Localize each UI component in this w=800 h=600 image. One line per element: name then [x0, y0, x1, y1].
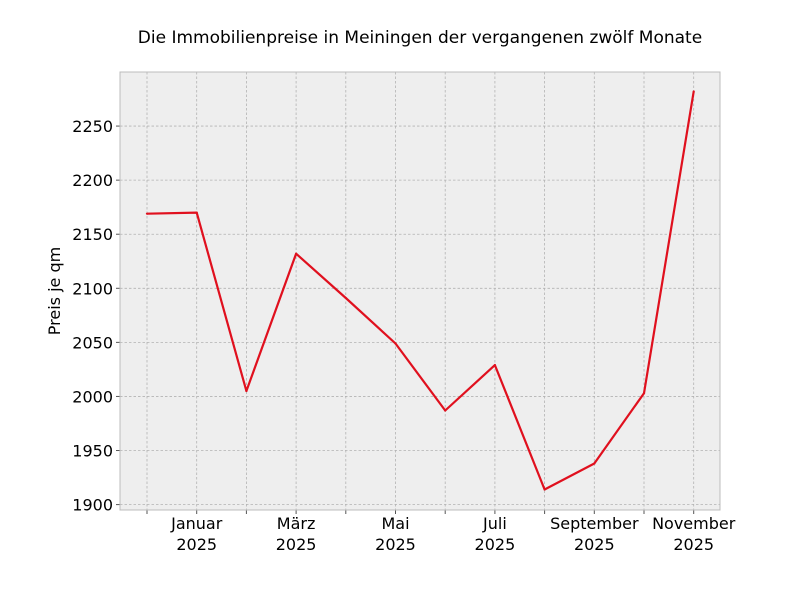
- data-point: [394, 342, 397, 345]
- data-point: [295, 252, 298, 255]
- chart-title: Die Immobilienpreise in Meiningen der ve…: [138, 28, 702, 48]
- data-point: [543, 488, 546, 491]
- x-tick-label-year: 2025: [673, 535, 714, 554]
- x-tick-label-month: Juli: [482, 514, 507, 533]
- y-tick-label: 1900: [72, 496, 113, 515]
- data-point: [195, 211, 198, 214]
- grid-lines: [120, 72, 720, 510]
- plot-area: [120, 72, 720, 510]
- x-tick-label-month: Mai: [381, 514, 409, 533]
- y-tick-label: 1950: [72, 442, 113, 461]
- x-tick-label-year: 2025: [475, 535, 516, 554]
- data-point: [692, 90, 695, 93]
- x-tick-label-year: 2025: [276, 535, 317, 554]
- y-tick-label: 2000: [72, 387, 113, 406]
- y-tick-label: 2100: [72, 279, 113, 298]
- data-point: [444, 409, 447, 412]
- y-axis-label: Preis je qm: [45, 247, 64, 335]
- series-line: [146, 91, 695, 491]
- series-layer: [145, 90, 695, 491]
- x-tick-labels: Januar 2025 März 2025 Mai 2025 Juli 2025 Septemb…: [170, 514, 736, 554]
- plot-frame: [119, 71, 721, 511]
- data-point: [145, 212, 149, 215]
- data-point: [642, 392, 646, 395]
- axis-ticks: [116, 125, 695, 514]
- x-tick-label-month: September: [550, 514, 639, 533]
- x-tick-label-month: Januar: [170, 514, 223, 533]
- x-tick-label-month: November: [652, 514, 736, 533]
- y-tick-label: 2150: [72, 225, 113, 244]
- x-tick-label-year: 2025: [176, 535, 217, 554]
- data-point: [344, 296, 347, 300]
- data-point: [245, 389, 248, 393]
- x-tick-label-year: 2025: [375, 535, 416, 554]
- data-point: [493, 363, 496, 367]
- x-tick-label-month: März: [277, 514, 316, 533]
- y-tick-label: 2050: [72, 333, 113, 352]
- y-tick-labels: 1900 1950 2000 2050 2100 2150 2200 2250: [72, 117, 113, 515]
- y-tick-label: 2200: [72, 171, 113, 190]
- data-point: [593, 462, 596, 465]
- y-tick-label: 2250: [72, 117, 113, 136]
- x-tick-label-year: 2025: [574, 535, 615, 554]
